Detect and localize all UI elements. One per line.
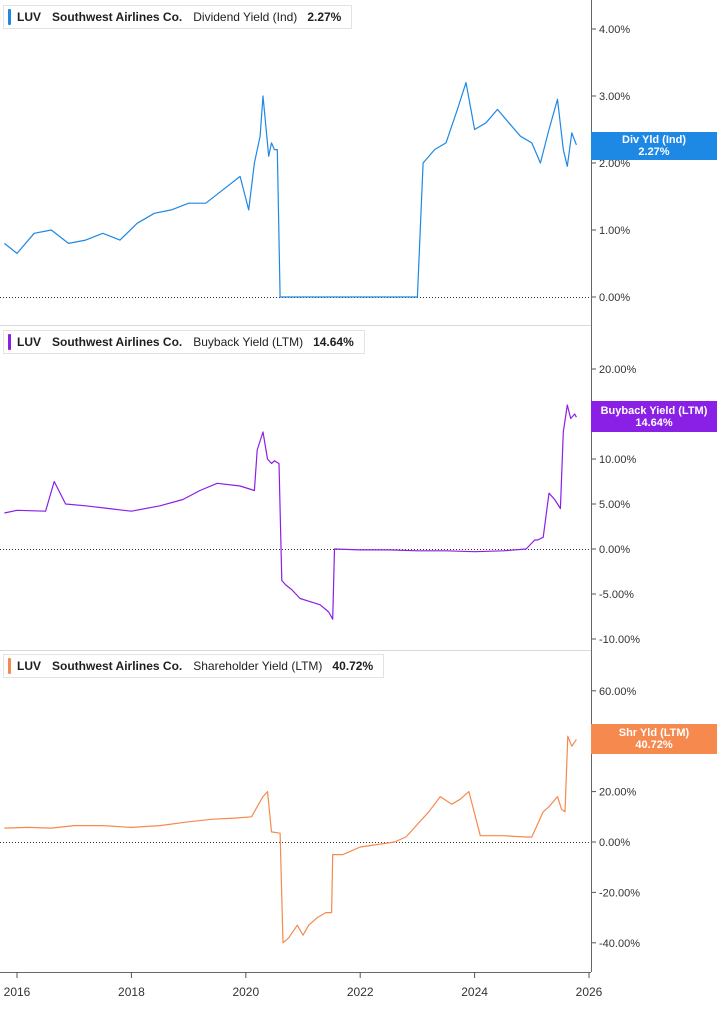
legend-shareholder-yield: LUV Southwest Airlines Co. Shareholder Y… bbox=[3, 654, 385, 678]
y-tick-label: 1.00% bbox=[599, 225, 630, 237]
y-tick-label: 0.00% bbox=[599, 544, 630, 556]
legend-ticker: LUV bbox=[17, 10, 41, 24]
y-tick-label: 20.00% bbox=[599, 364, 637, 376]
legend-metric: Dividend Yield (Ind) bbox=[193, 10, 298, 24]
badge-label: Shr Yld (LTM) bbox=[618, 727, 690, 739]
legend-ticker: LUV bbox=[17, 659, 41, 673]
y-tick-label: 10.00% bbox=[599, 454, 637, 466]
y-tick-label: 4.00% bbox=[599, 24, 630, 36]
y-tick-label: 20.00% bbox=[599, 787, 637, 799]
legend-buyback-yield: LUV Southwest Airlines Co. Buyback Yield… bbox=[3, 330, 365, 354]
current-value-badge-buyback: Buyback Yield (LTM) 14.64% bbox=[591, 401, 717, 432]
legend-swatch bbox=[8, 334, 11, 350]
legend-swatch bbox=[8, 658, 11, 674]
current-value-badge-shareholder: Shr Yld (LTM) 40.72% bbox=[591, 724, 717, 754]
legend-company: Southwest Airlines Co. bbox=[52, 335, 183, 349]
y-tick-label: 5.00% bbox=[599, 499, 630, 511]
y-tick-label: 2.00% bbox=[599, 158, 630, 170]
legend-dividend-yield: LUV Southwest Airlines Co. Dividend Yiel… bbox=[3, 5, 353, 29]
series-line bbox=[4, 82, 577, 298]
x-tick-label: 2022 bbox=[347, 985, 374, 999]
y-tick-label: 3.00% bbox=[599, 91, 630, 103]
badge-value: 14.64% bbox=[635, 416, 673, 429]
legend-metric: Shareholder Yield (LTM) bbox=[193, 659, 323, 673]
x-tick-label: 2026 bbox=[576, 985, 603, 999]
y-tick-label: -10.00% bbox=[599, 634, 640, 646]
x-tick-label: 2018 bbox=[118, 985, 145, 999]
legend-metric: Buyback Yield (LTM) bbox=[193, 335, 304, 349]
legend-ticker: LUV bbox=[17, 335, 41, 349]
legend-value: 14.64% bbox=[313, 335, 354, 349]
y-tick-label: -20.00% bbox=[599, 887, 640, 899]
badge-label: Div Yld (Ind) bbox=[622, 134, 686, 146]
legend-company: Southwest Airlines Co. bbox=[52, 659, 183, 673]
legend-company: Southwest Airlines Co. bbox=[52, 10, 183, 24]
x-tick-label: 2020 bbox=[232, 985, 259, 999]
x-tick-label: 2024 bbox=[461, 985, 488, 999]
legend-value: 2.27% bbox=[307, 10, 342, 24]
badge-label: Buyback Yield (LTM) bbox=[600, 404, 708, 417]
legend-value: 40.72% bbox=[332, 659, 374, 673]
y-tick-label: -5.00% bbox=[599, 589, 634, 601]
y-tick-label: -40.00% bbox=[599, 938, 640, 950]
badge-value: 2.27% bbox=[638, 146, 670, 158]
badge-value: 40.72% bbox=[635, 739, 673, 751]
y-tick-label: 0.00% bbox=[599, 292, 630, 304]
series-line bbox=[4, 404, 577, 620]
x-tick-label: 2016 bbox=[4, 985, 31, 999]
legend-swatch bbox=[8, 9, 11, 25]
series-line bbox=[4, 735, 577, 944]
y-tick-label: 0.00% bbox=[599, 837, 630, 849]
current-value-badge-dividend: Div Yld (Ind) 2.27% bbox=[591, 132, 717, 160]
y-tick-label: 60.00% bbox=[599, 686, 637, 698]
